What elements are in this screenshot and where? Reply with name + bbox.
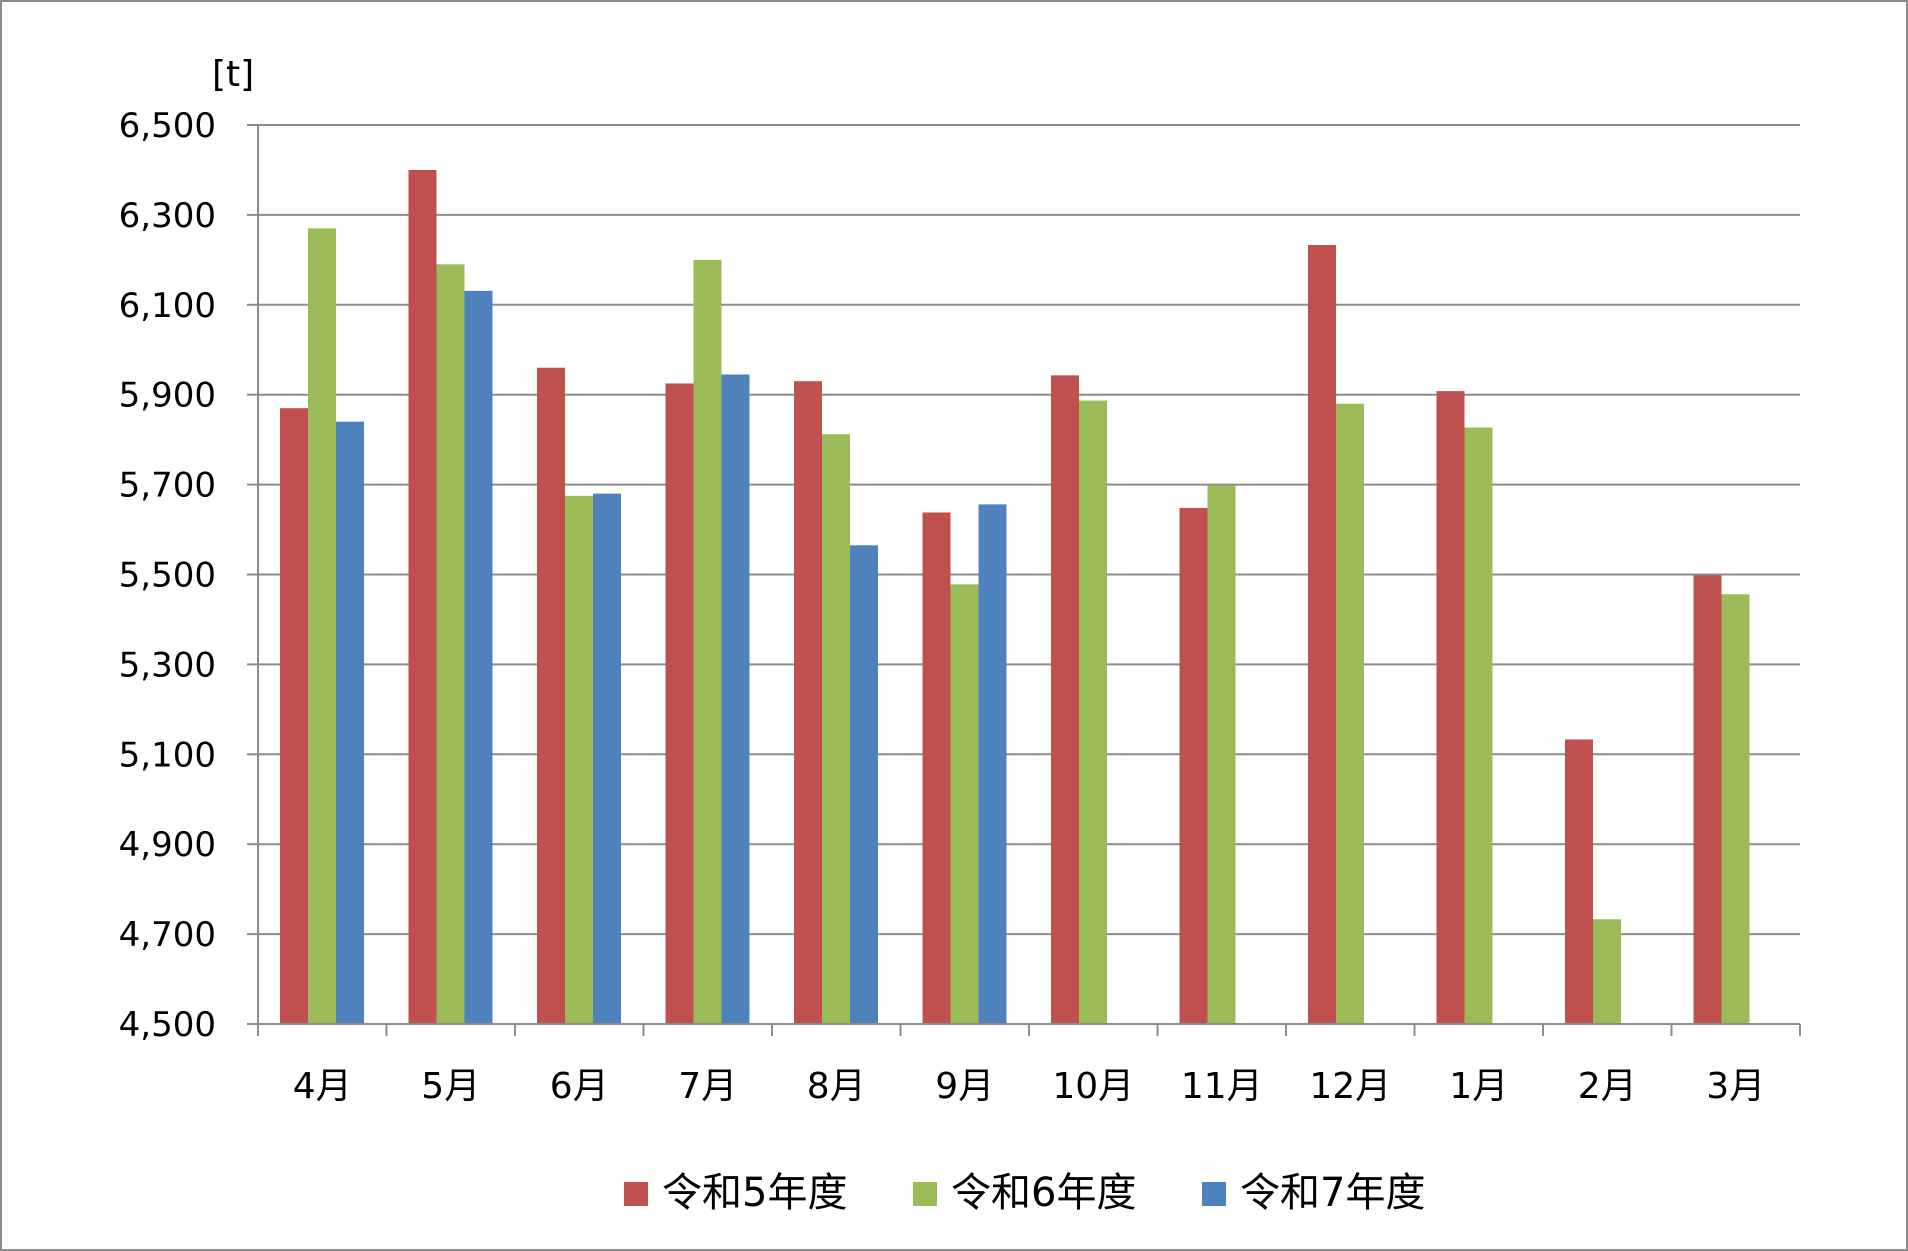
bar: [464, 290, 493, 1025]
y-tick-labels: 4,500 4,700 4,900 5,100 5,300 5,500 5,700 5,900…: [119, 106, 216, 1045]
x-tick-label: 2月: [1578, 1066, 1637, 1107]
legend-swatch: [624, 1182, 648, 1206]
y-tick-label: 6,100: [119, 286, 216, 326]
y-axis-unit-label: [t]: [212, 54, 254, 95]
x-tick-label: 6月: [550, 1066, 609, 1107]
y-tick-label: 4,900: [119, 825, 216, 865]
bar: [408, 169, 437, 1024]
bar: [978, 504, 1007, 1024]
x-tick-label: 4月: [293, 1066, 352, 1107]
bar: [1308, 245, 1336, 1025]
bar: [565, 495, 593, 1024]
legend-label: 令和5年度: [662, 1170, 847, 1216]
x-tick-label: 8月: [807, 1066, 866, 1107]
bar: [950, 584, 979, 1024]
legend-label: 令和7年度: [1240, 1170, 1425, 1216]
bar: [1464, 427, 1493, 1024]
bar: [1721, 594, 1750, 1024]
x-tick-label: 3月: [1706, 1066, 1765, 1107]
y-tick-label: 6,300: [119, 196, 216, 236]
bar: [1565, 739, 1593, 1024]
y-tick-label: 5,700: [119, 466, 216, 506]
bar: [1051, 375, 1079, 1025]
bar: [850, 545, 878, 1024]
x-tick-label: 7月: [678, 1066, 737, 1107]
x-tick-label: 9月: [935, 1066, 994, 1107]
bar: [1336, 403, 1364, 1024]
axes: [247, 124, 1801, 1036]
bar: [665, 383, 694, 1024]
x-tick-label: 10月: [1052, 1066, 1134, 1107]
y-tick-label: 4,700: [119, 915, 216, 955]
bar: [436, 264, 465, 1025]
legend-swatch: [1202, 1182, 1226, 1206]
x-tick-label: 5月: [421, 1066, 480, 1107]
bar: [593, 493, 621, 1025]
bars: [280, 169, 1750, 1025]
bar: [1079, 400, 1107, 1025]
bar: [537, 367, 565, 1025]
bar: [308, 228, 336, 1024]
y-tick-label: 4,500: [119, 1005, 216, 1045]
bar: [336, 421, 364, 1024]
y-tick-label: 5,500: [119, 556, 216, 596]
y-tick-label: 6,500: [119, 106, 216, 146]
gridlines: [258, 124, 1800, 936]
bar: [721, 374, 750, 1024]
bar: [1593, 919, 1621, 1024]
bar: [922, 512, 951, 1024]
bar: [1436, 391, 1465, 1024]
legend-swatch: [913, 1182, 937, 1206]
x-tick-labels: 4月 5月 6月 7月 8月 9月 10月 11月 12月 1月 2月 3月: [293, 1066, 1765, 1107]
bar: [1207, 485, 1236, 1024]
bar: [693, 259, 722, 1025]
y-tick-label: 5,900: [119, 376, 216, 416]
x-tick-label: 11月: [1181, 1066, 1263, 1107]
bar: [280, 408, 308, 1024]
y-tick-label: 5,300: [119, 645, 216, 685]
y-tick-label: 5,100: [119, 735, 216, 775]
bar: [1179, 507, 1208, 1024]
legend-label: 令和6年度: [951, 1170, 1136, 1216]
x-tick-label: 12月: [1309, 1066, 1391, 1107]
legend: 令和5年度 令和6年度 令和7年度: [624, 1170, 1425, 1216]
bar: [1693, 575, 1722, 1024]
bar: [822, 434, 850, 1025]
x-tick-label: 1月: [1449, 1066, 1508, 1107]
bar: [794, 381, 822, 1025]
